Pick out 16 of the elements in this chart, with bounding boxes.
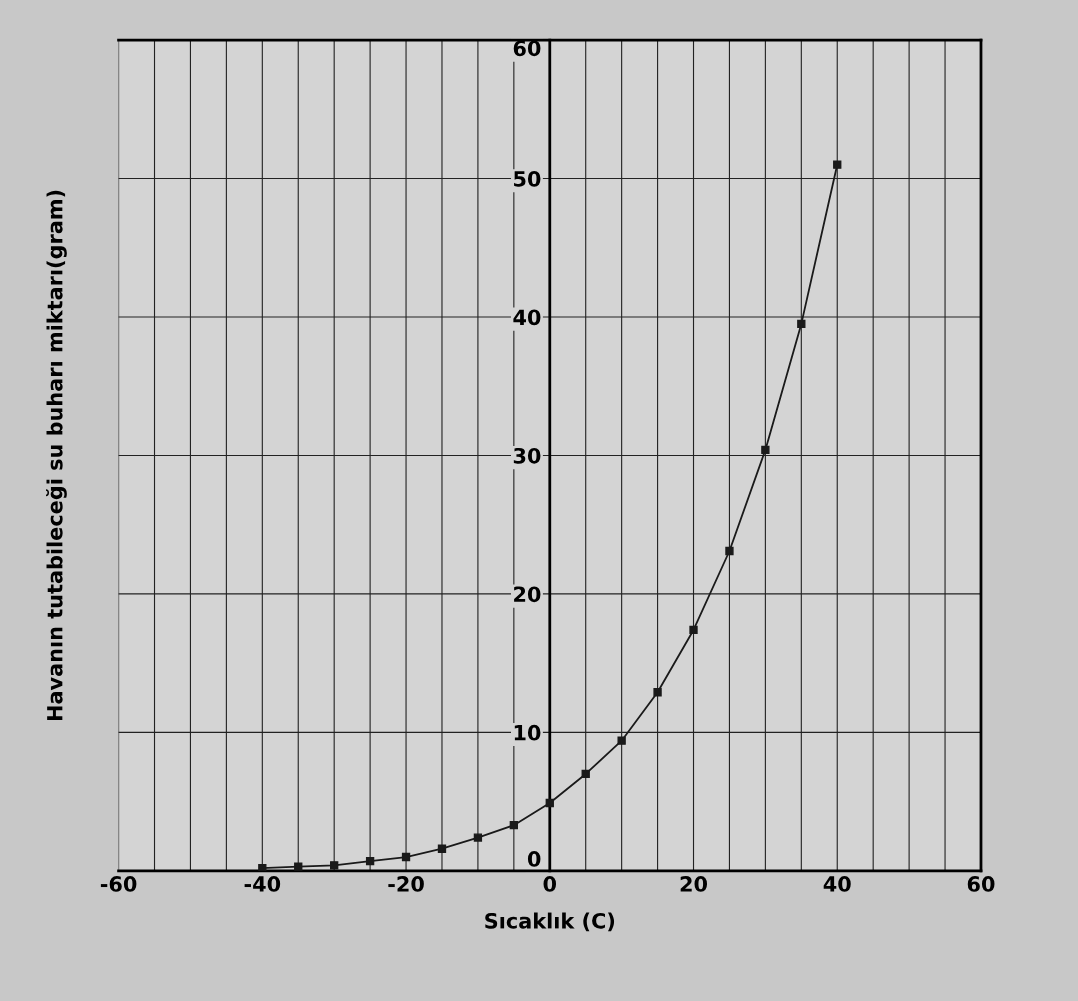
x-tick-label: 40 — [823, 876, 851, 892]
y-tick-label: 60 — [513, 40, 541, 57]
y-axis-title: Havanın tutabileceği su buharı miktarı(gram) — [46, 190, 67, 721]
y-tick-label: 20 — [514, 586, 541, 603]
y-tick-label: 0 — [527, 851, 541, 867]
x-tick-label: 20 — [680, 876, 708, 892]
y-tick-label: 40 — [513, 309, 541, 326]
x-axis-title: Sıcaklık (C) — [485, 912, 615, 932]
x-tick-label: -40 — [244, 876, 281, 892]
y-tick-label: 30 — [513, 447, 541, 464]
x-tick-label: 0 — [543, 876, 557, 892]
x-tick-label: -60 — [100, 876, 137, 892]
y-tick-label: 10 — [514, 724, 541, 741]
x-tick-label: 60 — [967, 876, 995, 892]
x-tick-label: -20 — [388, 876, 424, 892]
y-tick-label: 50 — [514, 170, 541, 187]
